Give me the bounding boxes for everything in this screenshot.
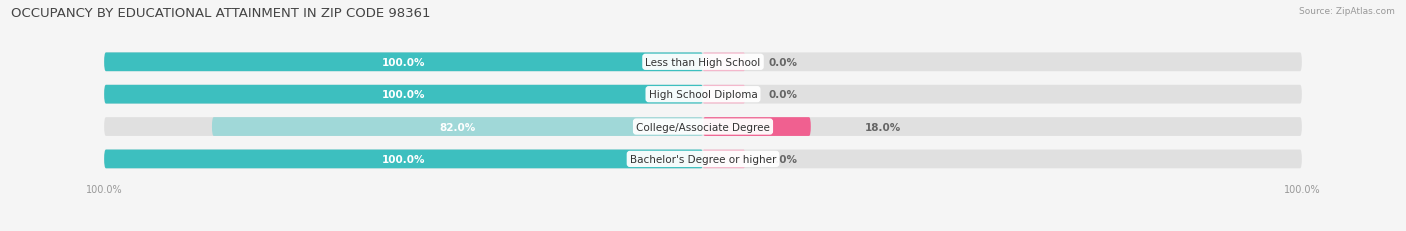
Text: Less than High School: Less than High School — [645, 58, 761, 67]
Text: OCCUPANCY BY EDUCATIONAL ATTAINMENT IN ZIP CODE 98361: OCCUPANCY BY EDUCATIONAL ATTAINMENT IN Z… — [11, 7, 430, 20]
FancyBboxPatch shape — [104, 85, 1302, 104]
Text: 0.0%: 0.0% — [769, 58, 797, 67]
Text: 0.0%: 0.0% — [769, 154, 797, 164]
FancyBboxPatch shape — [104, 150, 1302, 169]
FancyBboxPatch shape — [703, 118, 811, 136]
FancyBboxPatch shape — [104, 118, 1302, 136]
FancyBboxPatch shape — [104, 85, 703, 104]
FancyBboxPatch shape — [104, 53, 703, 72]
Text: 100.0%: 100.0% — [382, 58, 426, 67]
FancyBboxPatch shape — [104, 150, 703, 169]
Text: Source: ZipAtlas.com: Source: ZipAtlas.com — [1299, 7, 1395, 16]
FancyBboxPatch shape — [212, 118, 703, 136]
Text: 82.0%: 82.0% — [439, 122, 475, 132]
Text: 100.0%: 100.0% — [382, 90, 426, 100]
Text: High School Diploma: High School Diploma — [648, 90, 758, 100]
FancyBboxPatch shape — [703, 53, 745, 72]
FancyBboxPatch shape — [703, 150, 745, 169]
FancyBboxPatch shape — [104, 53, 1302, 72]
Text: Bachelor's Degree or higher: Bachelor's Degree or higher — [630, 154, 776, 164]
Text: College/Associate Degree: College/Associate Degree — [636, 122, 770, 132]
Text: 18.0%: 18.0% — [865, 122, 901, 132]
Text: 0.0%: 0.0% — [769, 90, 797, 100]
Text: 100.0%: 100.0% — [382, 154, 426, 164]
FancyBboxPatch shape — [703, 85, 745, 104]
